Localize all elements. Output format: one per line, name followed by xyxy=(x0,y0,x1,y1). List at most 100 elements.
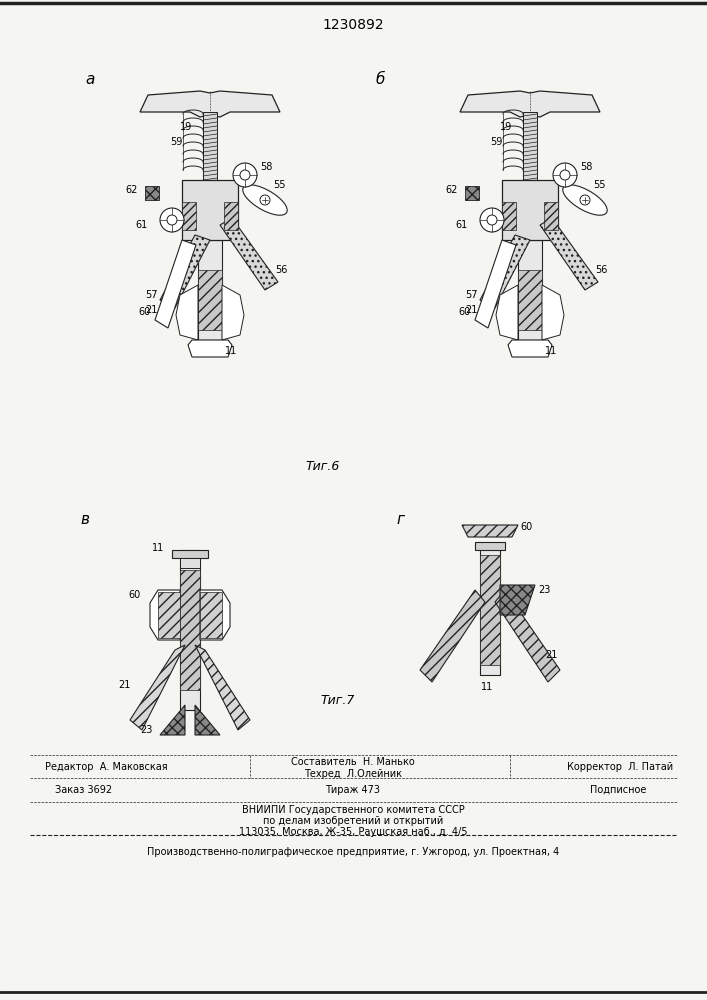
Text: 113035, Москва, Ж-35, Раушская наб., д. 4/5: 113035, Москва, Ж-35, Раушская наб., д. … xyxy=(239,827,467,837)
Bar xyxy=(465,186,479,200)
Text: 1230892: 1230892 xyxy=(322,18,384,32)
Bar xyxy=(145,186,159,200)
Bar xyxy=(518,270,542,330)
Polygon shape xyxy=(150,590,180,640)
Text: Корректор  Л. Патай: Корректор Л. Патай xyxy=(567,762,673,772)
Polygon shape xyxy=(508,340,552,357)
Circle shape xyxy=(167,215,177,225)
Circle shape xyxy=(560,170,570,180)
Bar xyxy=(172,550,208,558)
Text: 21: 21 xyxy=(545,650,557,660)
Text: Подписное: Подписное xyxy=(590,785,646,795)
Text: 23: 23 xyxy=(140,725,153,735)
Bar xyxy=(198,240,222,340)
Text: а: а xyxy=(86,73,95,88)
Polygon shape xyxy=(130,645,185,730)
Text: 21: 21 xyxy=(145,305,158,315)
Bar xyxy=(203,112,217,180)
Circle shape xyxy=(260,195,270,205)
Polygon shape xyxy=(222,285,244,340)
Polygon shape xyxy=(176,285,198,340)
Polygon shape xyxy=(160,235,210,308)
Polygon shape xyxy=(220,218,278,290)
Bar xyxy=(544,202,558,230)
Text: 23: 23 xyxy=(538,585,550,595)
Text: 59: 59 xyxy=(170,137,182,147)
Text: 11: 11 xyxy=(545,346,557,356)
Text: 56: 56 xyxy=(595,265,607,275)
Text: 60: 60 xyxy=(520,522,532,532)
Bar xyxy=(224,202,238,230)
Text: ВНИИПИ Государственного комитета СССР: ВНИИПИ Государственного комитета СССР xyxy=(242,805,464,815)
Circle shape xyxy=(580,195,590,205)
Text: 60: 60 xyxy=(138,307,151,317)
Text: 60: 60 xyxy=(128,590,140,600)
Bar xyxy=(180,570,200,690)
Ellipse shape xyxy=(243,185,287,215)
Text: 57: 57 xyxy=(465,290,477,300)
Polygon shape xyxy=(496,285,518,340)
Polygon shape xyxy=(462,525,518,537)
Polygon shape xyxy=(475,240,516,328)
Text: 11: 11 xyxy=(225,346,238,356)
Text: 62: 62 xyxy=(445,185,457,195)
Text: 62: 62 xyxy=(125,185,137,195)
Text: 19: 19 xyxy=(180,122,192,132)
Text: Тираж 473: Тираж 473 xyxy=(325,785,380,795)
Bar xyxy=(480,545,500,675)
Text: 61: 61 xyxy=(135,220,147,230)
Text: по делам изобретений и открытий: по делам изобретений и открытий xyxy=(263,816,443,826)
Polygon shape xyxy=(540,218,598,290)
Text: б: б xyxy=(375,73,385,88)
Bar xyxy=(523,112,537,180)
Text: Редактор  А. Маковская: Редактор А. Маковская xyxy=(45,762,168,772)
Bar xyxy=(518,240,542,340)
Text: 11: 11 xyxy=(481,682,493,692)
Polygon shape xyxy=(155,240,196,328)
Text: 56: 56 xyxy=(275,265,287,275)
Polygon shape xyxy=(542,285,564,340)
Circle shape xyxy=(233,163,257,187)
Text: в: в xyxy=(81,512,90,528)
Polygon shape xyxy=(420,590,485,682)
Polygon shape xyxy=(495,590,560,682)
Bar xyxy=(158,592,180,638)
Text: Τиг.6: Τиг.6 xyxy=(305,460,339,474)
Text: 61: 61 xyxy=(455,220,467,230)
Text: 21: 21 xyxy=(465,305,477,315)
Bar xyxy=(502,202,516,230)
Text: 11: 11 xyxy=(152,543,164,553)
Polygon shape xyxy=(200,590,230,640)
Bar xyxy=(502,180,558,240)
Text: Составитель  Н. Манько: Составитель Н. Манько xyxy=(291,757,415,767)
Circle shape xyxy=(480,208,504,232)
Ellipse shape xyxy=(563,185,607,215)
Polygon shape xyxy=(480,235,530,308)
Text: Производственно-полиграфическое предприятие, г. Ужгород, ул. Проектная, 4: Производственно-полиграфическое предприя… xyxy=(147,847,559,857)
Text: 60: 60 xyxy=(458,307,470,317)
Polygon shape xyxy=(195,705,220,735)
Bar xyxy=(182,180,238,240)
Text: 55: 55 xyxy=(593,180,605,190)
Bar xyxy=(480,555,500,665)
Circle shape xyxy=(487,215,497,225)
Text: 59: 59 xyxy=(490,137,503,147)
Text: 19: 19 xyxy=(500,122,513,132)
Circle shape xyxy=(553,163,577,187)
Polygon shape xyxy=(195,645,250,730)
Bar xyxy=(200,592,222,638)
Bar xyxy=(182,202,196,230)
Text: 21: 21 xyxy=(118,680,130,690)
Bar xyxy=(198,270,222,330)
Polygon shape xyxy=(160,705,185,735)
Text: 58: 58 xyxy=(260,162,272,172)
Circle shape xyxy=(160,208,184,232)
Bar xyxy=(180,550,200,710)
Text: 58: 58 xyxy=(580,162,592,172)
Polygon shape xyxy=(188,340,232,357)
Bar xyxy=(180,558,200,568)
Polygon shape xyxy=(460,91,600,117)
Text: 55: 55 xyxy=(273,180,286,190)
Polygon shape xyxy=(500,585,535,615)
Text: Заказ 3692: Заказ 3692 xyxy=(55,785,112,795)
